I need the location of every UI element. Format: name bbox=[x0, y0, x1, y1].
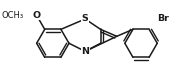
Text: N: N bbox=[81, 47, 89, 56]
Text: Br: Br bbox=[157, 14, 169, 24]
Text: S: S bbox=[82, 14, 89, 24]
Text: O: O bbox=[33, 11, 41, 20]
Text: OCH₃: OCH₃ bbox=[2, 11, 24, 20]
